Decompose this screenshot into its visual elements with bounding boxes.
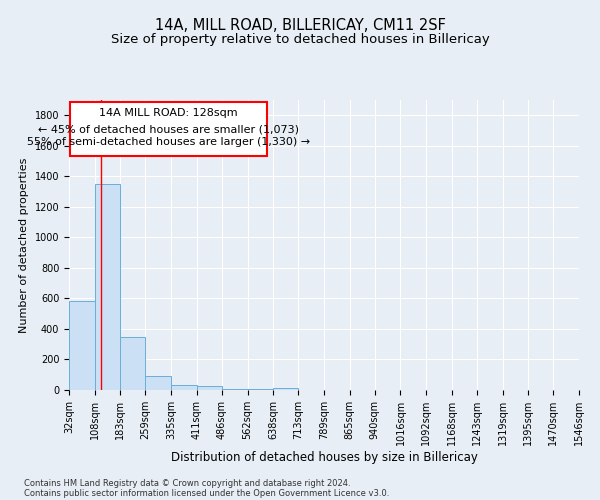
Text: 14A MILL ROAD: 128sqm: 14A MILL ROAD: 128sqm [100,108,238,118]
Bar [70,102,267,156]
Bar [273,388,298,390]
Bar [120,336,145,390]
X-axis label: Distribution of detached houses by size in Billericay: Distribution of detached houses by size … [170,450,478,464]
Bar [171,386,197,390]
Text: ← 45% of detached houses are smaller (1,073): ← 45% of detached houses are smaller (1,… [38,124,299,134]
Bar [69,302,95,390]
Text: Contains HM Land Registry data © Crown copyright and database right 2024.: Contains HM Land Registry data © Crown c… [24,478,350,488]
Text: Contains public sector information licensed under the Open Government Licence v3: Contains public sector information licen… [24,488,389,498]
Text: 55% of semi-detached houses are larger (1,330) →: 55% of semi-detached houses are larger (… [27,138,310,147]
Y-axis label: Number of detached properties: Number of detached properties [19,158,29,332]
Bar [197,386,222,390]
Bar [145,376,171,390]
Bar [222,389,248,390]
Bar [95,184,120,390]
Text: Size of property relative to detached houses in Billericay: Size of property relative to detached ho… [110,32,490,46]
Bar [248,389,273,390]
Text: 14A, MILL ROAD, BILLERICAY, CM11 2SF: 14A, MILL ROAD, BILLERICAY, CM11 2SF [155,18,445,32]
